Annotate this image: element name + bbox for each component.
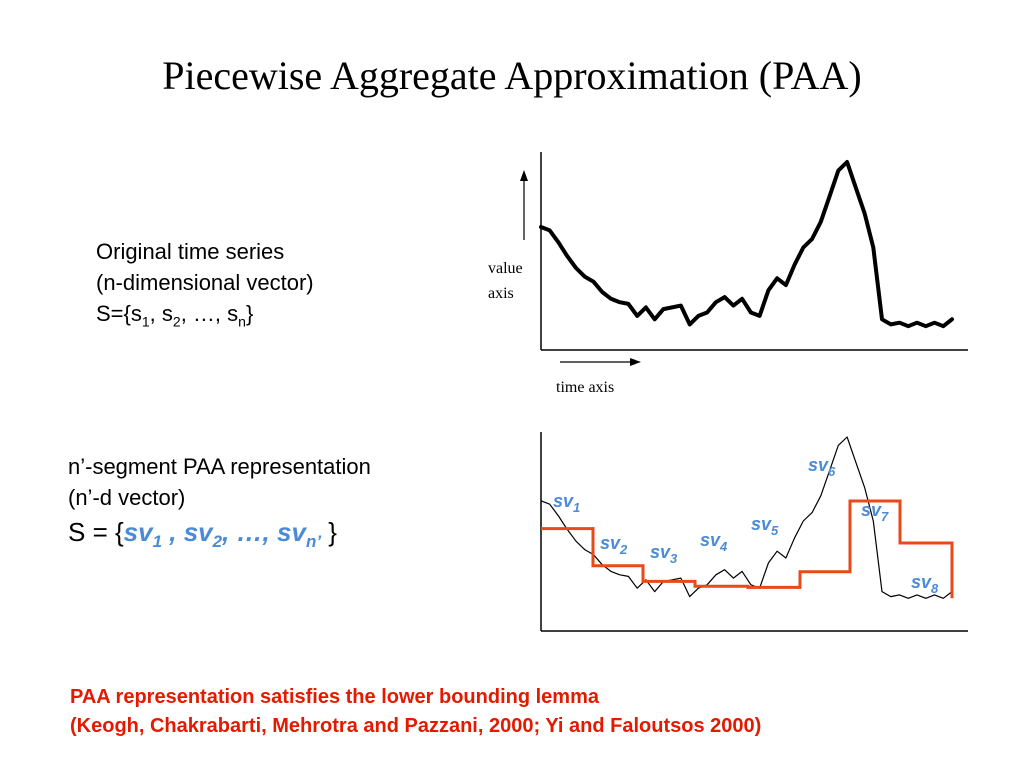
segment-labels: sv1 sv2 sv3 sv4 sv5 sv6 sv7 sv8 (553, 455, 939, 596)
time-axis-label: time axis (556, 379, 614, 396)
segment-label-sv7: sv7 (861, 500, 889, 524)
original-line-2: (n-dimensional vector) (96, 270, 314, 295)
paa-line-2: (n’-d vector) (68, 485, 186, 510)
segment-label-sv1: sv1 (553, 491, 580, 515)
footer-line-2: (Keogh, Chakrabarti, Mehrotra and Pazzan… (70, 715, 762, 737)
paa-step-line (541, 499, 954, 599)
original-time-series-line (539, 160, 954, 329)
segment-label-sv6: sv6 (808, 455, 836, 479)
segment-label-sv4: sv4 (700, 530, 728, 554)
time-axis-arrow-icon (560, 358, 641, 366)
footer-line-1: PAA representation satisfies the lower b… (70, 686, 599, 708)
segment-label-sv3: sv3 (650, 542, 678, 566)
value-axis-label-2: axis (488, 285, 514, 302)
footer-note: PAA representation satisfies the lower b… (70, 683, 761, 741)
original-series-description: Original time series (n-dimensional vect… (96, 236, 314, 337)
original-set-notation: S={s1, s2, …, sn} (96, 301, 254, 330)
value-axis-label-1: value (488, 260, 523, 277)
segment-label-sv5: sv5 (751, 514, 779, 538)
paa-line-1: n’-segment PAA representation (68, 454, 371, 479)
original-line-1: Original time series (96, 239, 285, 264)
paa-set-notation: S = {sv1 , sv2, …, svn’ } (68, 517, 337, 552)
slide-title: Piecewise Aggregate Approximation (PAA) (162, 53, 862, 98)
value-axis-arrow-icon (520, 170, 528, 240)
segment-label-sv2: sv2 (600, 533, 628, 557)
time-series-thin-line (540, 436, 953, 599)
segment-label-sv8: sv8 (911, 572, 939, 596)
paa-description: n’-segment PAA representation (n’-d vect… (68, 451, 371, 561)
